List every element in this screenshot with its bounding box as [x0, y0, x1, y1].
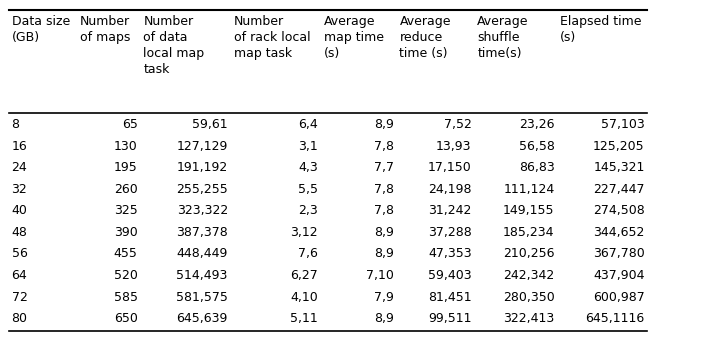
Text: 56,58: 56,58	[518, 140, 554, 153]
Text: 40: 40	[12, 204, 27, 218]
Text: 4,10: 4,10	[291, 290, 318, 304]
Text: 23,26: 23,26	[519, 118, 554, 131]
Text: 145,321: 145,321	[593, 161, 645, 174]
Text: Average
shuffle
time(s): Average shuffle time(s)	[477, 15, 528, 61]
Text: 242,342: 242,342	[503, 269, 554, 282]
Text: 227,447: 227,447	[593, 183, 645, 196]
Text: 7,8: 7,8	[373, 140, 394, 153]
Text: 600,987: 600,987	[593, 290, 645, 304]
Text: 4,3: 4,3	[298, 161, 318, 174]
Text: 448,449: 448,449	[177, 247, 228, 261]
Text: 72: 72	[12, 290, 27, 304]
Text: 437,904: 437,904	[593, 269, 645, 282]
Text: 7,52: 7,52	[443, 118, 472, 131]
Text: 8,9: 8,9	[373, 118, 394, 131]
Text: 3,1: 3,1	[298, 140, 318, 153]
Text: 650: 650	[114, 312, 138, 325]
Text: 111,124: 111,124	[503, 183, 554, 196]
Text: 191,192: 191,192	[177, 161, 228, 174]
Text: 7,10: 7,10	[366, 269, 394, 282]
Text: 37,288: 37,288	[428, 226, 472, 239]
Text: Average
reduce
time (s): Average reduce time (s)	[399, 15, 451, 61]
Text: 387,378: 387,378	[176, 226, 228, 239]
Text: 8,9: 8,9	[373, 247, 394, 261]
Text: 322,413: 322,413	[503, 312, 554, 325]
Text: 81,451: 81,451	[428, 290, 472, 304]
Text: 24: 24	[12, 161, 27, 174]
Text: Average
map time
(s): Average map time (s)	[324, 15, 384, 61]
Text: 17,150: 17,150	[428, 161, 472, 174]
Text: 80: 80	[12, 312, 27, 325]
Text: 64: 64	[12, 269, 27, 282]
Text: 255,255: 255,255	[176, 183, 228, 196]
Text: 3,12: 3,12	[291, 226, 318, 239]
Text: 8,9: 8,9	[373, 226, 394, 239]
Text: 280,350: 280,350	[503, 290, 554, 304]
Text: 57,103: 57,103	[601, 118, 645, 131]
Text: 210,256: 210,256	[503, 247, 554, 261]
Text: 514,493: 514,493	[177, 269, 228, 282]
Text: 7,6: 7,6	[298, 247, 318, 261]
Text: 59,61: 59,61	[193, 118, 228, 131]
Text: 7,8: 7,8	[373, 204, 394, 218]
Text: 6,27: 6,27	[291, 269, 318, 282]
Text: 520: 520	[114, 269, 138, 282]
Text: 645,1116: 645,1116	[585, 312, 645, 325]
Text: 2,3: 2,3	[298, 204, 318, 218]
Text: 344,652: 344,652	[593, 226, 645, 239]
Text: 99,511: 99,511	[428, 312, 472, 325]
Text: 59,403: 59,403	[428, 269, 472, 282]
Text: 274,508: 274,508	[593, 204, 645, 218]
Text: 86,83: 86,83	[518, 161, 554, 174]
Text: 13,93: 13,93	[436, 140, 472, 153]
Text: 260: 260	[114, 183, 138, 196]
Text: 5,11: 5,11	[291, 312, 318, 325]
Text: 130: 130	[114, 140, 138, 153]
Text: 8,9: 8,9	[373, 312, 394, 325]
Text: 325: 325	[114, 204, 138, 218]
Text: Number
of maps: Number of maps	[80, 15, 131, 44]
Text: 6,4: 6,4	[298, 118, 318, 131]
Text: 7,9: 7,9	[373, 290, 394, 304]
Text: 581,575: 581,575	[176, 290, 228, 304]
Text: 367,780: 367,780	[593, 247, 645, 261]
Text: 47,353: 47,353	[428, 247, 472, 261]
Text: 645,639: 645,639	[177, 312, 228, 325]
Text: 185,234: 185,234	[503, 226, 554, 239]
Text: 7,8: 7,8	[373, 183, 394, 196]
Text: 125,205: 125,205	[593, 140, 645, 153]
Text: 585: 585	[114, 290, 138, 304]
Text: 24,198: 24,198	[428, 183, 472, 196]
Text: Elapsed time
(s): Elapsed time (s)	[560, 15, 642, 44]
Text: Number
of rack local
map task: Number of rack local map task	[234, 15, 310, 61]
Text: Number
of data
local map
task: Number of data local map task	[143, 15, 205, 76]
Text: 56: 56	[12, 247, 27, 261]
Text: 5,5: 5,5	[298, 183, 318, 196]
Text: 390: 390	[114, 226, 138, 239]
Text: 16: 16	[12, 140, 27, 153]
Text: 32: 32	[12, 183, 27, 196]
Text: 8: 8	[12, 118, 19, 131]
Text: 48: 48	[12, 226, 27, 239]
Text: 195: 195	[114, 161, 138, 174]
Text: 149,155: 149,155	[503, 204, 554, 218]
Text: 323,322: 323,322	[177, 204, 228, 218]
Text: 31,242: 31,242	[428, 204, 472, 218]
Text: 127,129: 127,129	[177, 140, 228, 153]
Text: 65: 65	[122, 118, 138, 131]
Text: Data size
(GB): Data size (GB)	[12, 15, 70, 44]
Text: 455: 455	[114, 247, 138, 261]
Text: 7,7: 7,7	[373, 161, 394, 174]
